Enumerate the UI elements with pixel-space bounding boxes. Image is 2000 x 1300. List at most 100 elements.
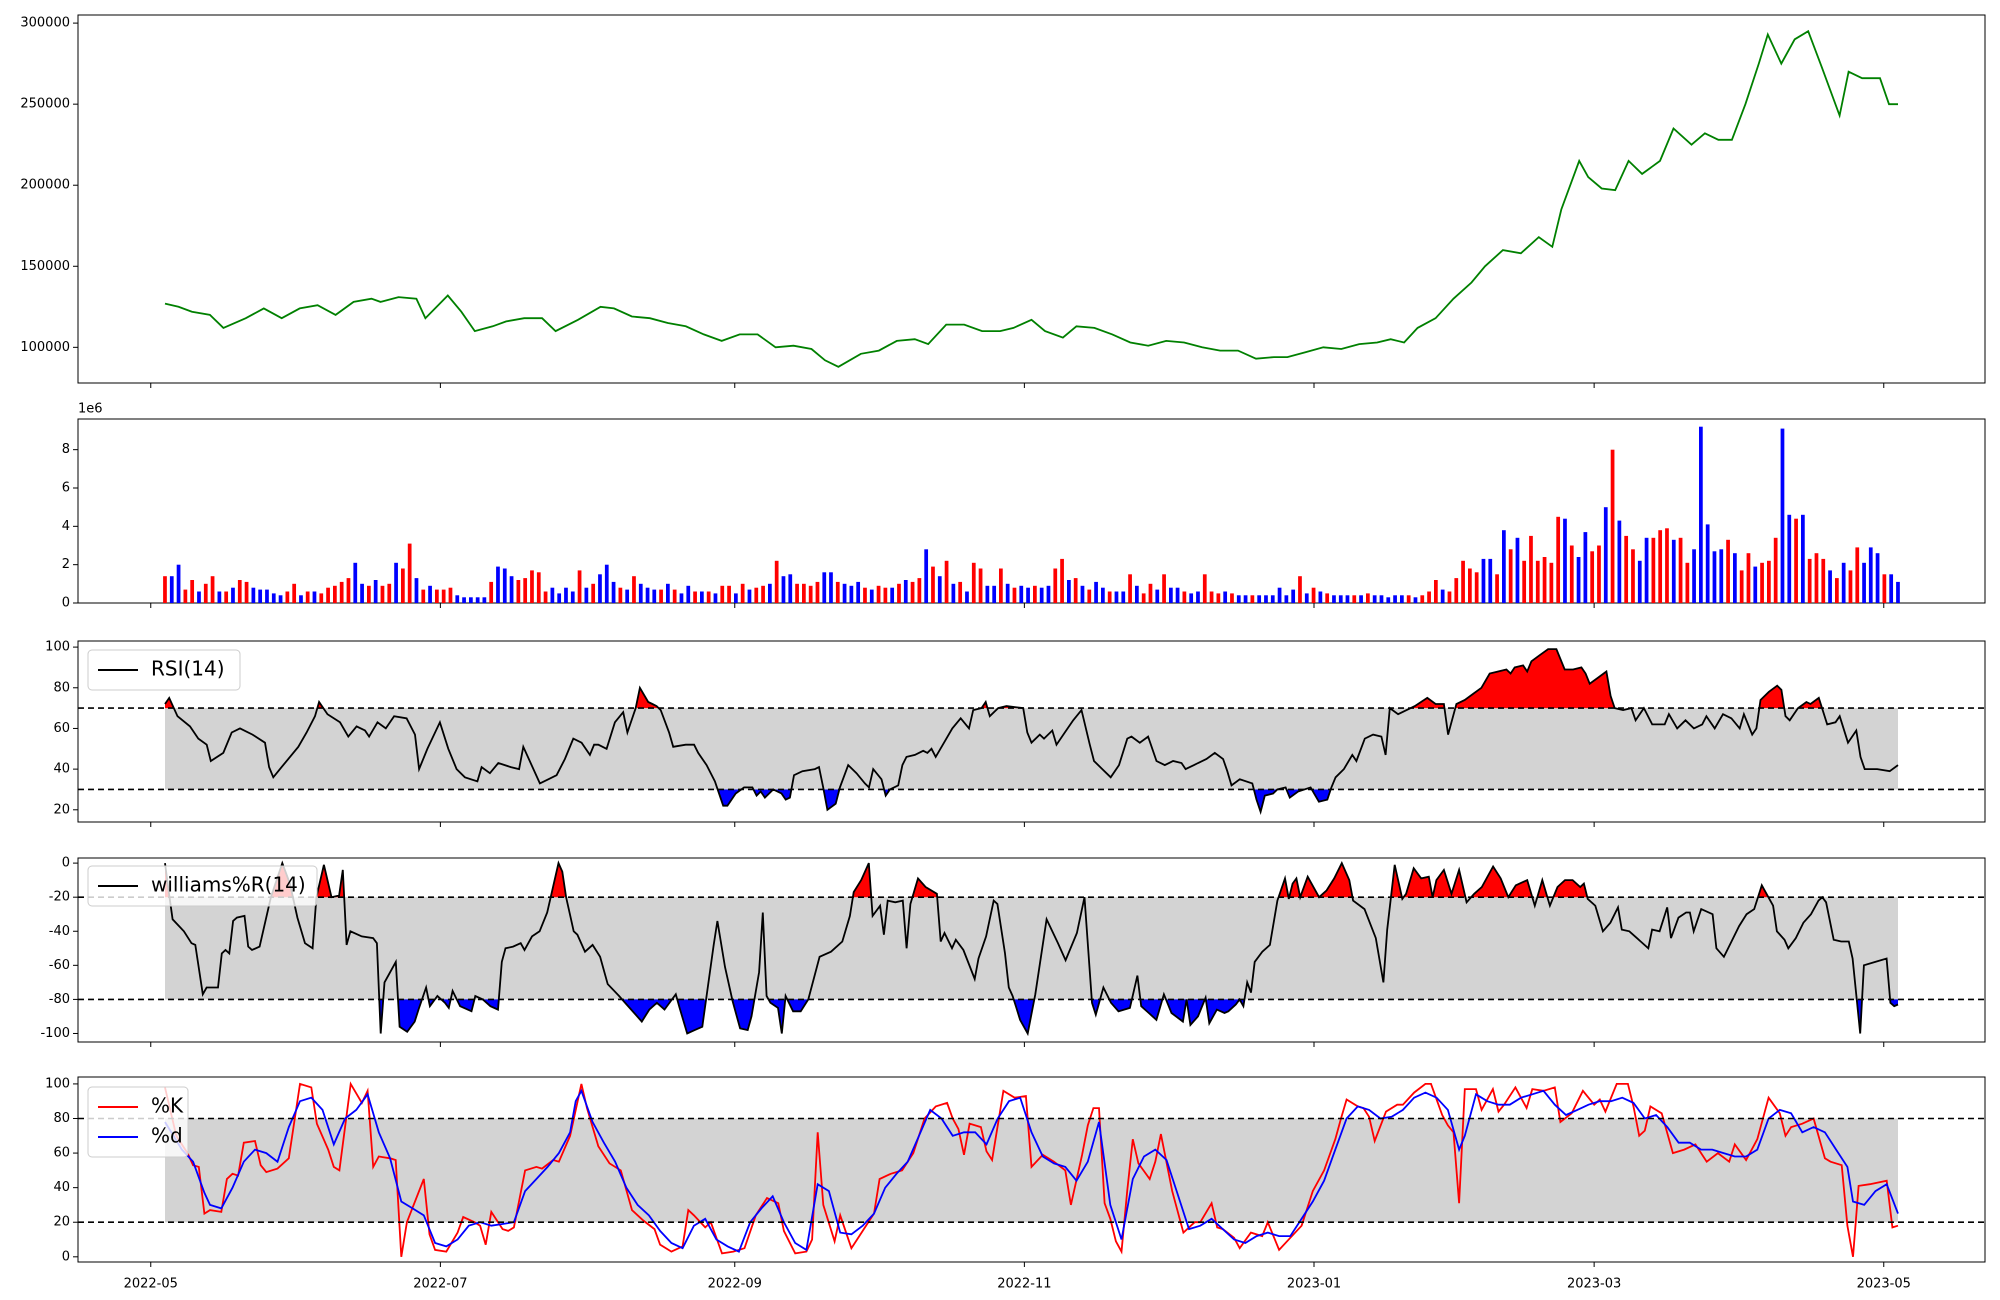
volume-bar	[1012, 587, 1017, 603]
volume-bar	[734, 593, 738, 603]
volume-bar	[1794, 518, 1798, 603]
williams-oversold-fill	[622, 999, 672, 1022]
williams-oversold-fill	[398, 999, 422, 1032]
volume-bar	[421, 589, 426, 603]
williams-overbought-fill	[1553, 880, 1587, 898]
volume-bar	[1264, 595, 1268, 603]
volume-bar	[598, 574, 602, 604]
rsi-ytick-label: 40	[53, 762, 70, 777]
volume-bar	[496, 566, 500, 603]
volume-bar	[326, 587, 330, 603]
volume-bar	[428, 585, 432, 604]
volume-bar	[971, 562, 976, 604]
stochastic-d-series-line	[164, 1088, 1899, 1253]
volume-bar	[829, 572, 833, 603]
volume-bar	[999, 568, 1003, 603]
volume-bar	[1597, 545, 1601, 603]
williams-overbought-fill	[1537, 880, 1547, 898]
volume-bar	[659, 589, 663, 603]
volume-bar	[1094, 581, 1098, 603]
volume-bar	[652, 589, 657, 603]
volume-bar	[768, 583, 772, 603]
volume-bar	[1141, 593, 1146, 603]
volume-bar	[1053, 568, 1058, 603]
volume-bar	[333, 585, 337, 604]
volume-bar	[903, 580, 908, 603]
williams-ytick-label: -80	[49, 992, 70, 1007]
volume-bar	[346, 578, 351, 603]
volume-bar	[380, 585, 385, 604]
volume-bar	[1474, 572, 1479, 603]
volume-bar	[1400, 595, 1404, 603]
volume-bar	[611, 581, 616, 603]
rsi-overbought-fill	[165, 697, 174, 709]
volume-bar	[1760, 562, 1764, 604]
volume-bar	[951, 583, 956, 603]
volume-bar	[1529, 535, 1533, 603]
williams-series-line	[164, 860, 1899, 1037]
rsi-legend-label: RSI(14)	[151, 657, 225, 681]
volume-bar	[1705, 524, 1710, 603]
volume-bar	[720, 585, 725, 604]
volume-bar	[1549, 562, 1554, 604]
volume-bar	[1121, 591, 1126, 603]
volume-ytick-label: 4	[62, 519, 70, 534]
volume-bar	[897, 583, 901, 603]
volume-bar	[169, 576, 174, 603]
volume-bar	[469, 597, 473, 604]
volume-bar	[1182, 591, 1187, 603]
volume-bar	[761, 585, 765, 604]
volume-bar	[1101, 587, 1105, 603]
stochastic-legend-box	[87, 1086, 189, 1158]
volume-bar	[1135, 585, 1139, 604]
stochastic-legend-label: %d	[151, 1124, 183, 1148]
rsi-oversold-fill	[824, 789, 839, 810]
volume-bar	[638, 583, 643, 603]
volume-bar	[197, 591, 201, 603]
volume-axes-frame	[77, 418, 1986, 604]
volume-bar	[1318, 591, 1323, 603]
volume-bar	[455, 595, 460, 603]
volume-bar	[1896, 581, 1900, 603]
rsi-ytick-label: 100	[45, 640, 70, 655]
volume-bar	[774, 560, 779, 603]
volume-bar	[530, 570, 534, 603]
volume-bar	[1291, 589, 1296, 603]
volume-bar	[1413, 597, 1418, 604]
volume-bar	[1733, 553, 1737, 603]
volume-bar	[1828, 570, 1832, 603]
volume-bar	[856, 581, 861, 603]
volume-bar	[231, 587, 235, 603]
volume-bar	[1209, 591, 1214, 603]
volume-bar	[1868, 547, 1873, 603]
volume-bar	[713, 593, 718, 603]
volume-bar	[1671, 539, 1676, 604]
williams-ytick-label: 0	[62, 856, 70, 871]
volume-bar	[1569, 545, 1574, 603]
rsi-oversold-fill	[1312, 789, 1331, 802]
volume-bar	[1658, 530, 1663, 603]
volume-bar	[1236, 595, 1241, 603]
volume-bar	[1651, 537, 1656, 603]
stochastic-ytick-label: 20	[53, 1215, 70, 1230]
volume-bar	[1712, 551, 1717, 604]
volume-bar	[1508, 549, 1513, 603]
rsi-series-line	[164, 648, 1899, 815]
volume-bar	[550, 587, 555, 603]
williams-overbought-fill	[1471, 866, 1508, 898]
volume-bar	[1773, 537, 1778, 603]
volume-bar	[1325, 593, 1330, 603]
rsi-ytick-label: 20	[53, 802, 70, 817]
volume-bar	[1801, 514, 1805, 603]
volume-bar	[570, 591, 575, 603]
x-tick-label: 2023-03	[1567, 1277, 1621, 1292]
volume-bar	[795, 583, 799, 603]
volume-bar	[319, 593, 324, 603]
stochastic-legend-label: %K	[151, 1094, 184, 1118]
volume-bar	[312, 591, 317, 603]
volume-bar	[808, 585, 813, 604]
volume-bar	[788, 574, 793, 604]
williams-overbought-fill	[1404, 868, 1432, 898]
williams-overbought-fill	[1509, 880, 1532, 898]
volume-bar	[1298, 576, 1302, 603]
